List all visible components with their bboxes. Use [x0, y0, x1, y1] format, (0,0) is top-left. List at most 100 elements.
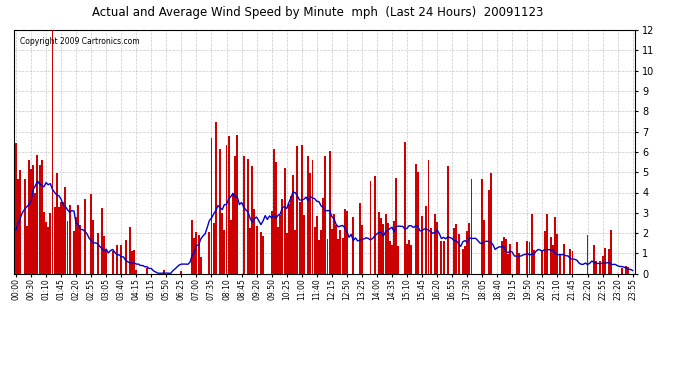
Bar: [277, 227, 279, 274]
Bar: [344, 209, 346, 274]
Bar: [34, 192, 37, 274]
Bar: [309, 172, 311, 274]
Bar: [234, 156, 236, 274]
Bar: [47, 227, 49, 274]
Bar: [426, 206, 427, 274]
Bar: [303, 215, 305, 274]
Bar: [200, 257, 201, 274]
Bar: [481, 180, 483, 274]
Bar: [56, 173, 58, 274]
Bar: [320, 230, 322, 274]
Bar: [226, 146, 228, 274]
Bar: [314, 227, 315, 274]
Bar: [232, 194, 234, 274]
Bar: [236, 135, 238, 274]
Bar: [404, 142, 406, 274]
Bar: [316, 216, 318, 274]
Bar: [328, 151, 331, 274]
Bar: [428, 160, 429, 274]
Bar: [230, 220, 232, 274]
Text: Copyright 2009 Cartronics.com: Copyright 2009 Cartronics.com: [20, 38, 139, 46]
Bar: [326, 239, 328, 274]
Bar: [515, 243, 518, 274]
Bar: [75, 217, 77, 274]
Bar: [469, 223, 471, 274]
Bar: [103, 236, 105, 274]
Bar: [415, 164, 417, 274]
Bar: [627, 267, 629, 274]
Bar: [374, 176, 376, 274]
Bar: [45, 222, 47, 274]
Bar: [58, 207, 60, 274]
Bar: [90, 194, 92, 274]
Bar: [307, 156, 309, 274]
Bar: [550, 237, 552, 274]
Bar: [79, 225, 81, 274]
Bar: [41, 160, 43, 274]
Bar: [563, 244, 565, 274]
Bar: [288, 204, 290, 274]
Bar: [73, 231, 75, 274]
Bar: [112, 251, 114, 274]
Bar: [447, 166, 448, 274]
Bar: [208, 232, 210, 274]
Bar: [335, 225, 337, 274]
Bar: [26, 226, 28, 274]
Bar: [249, 228, 251, 274]
Bar: [505, 239, 507, 274]
Bar: [542, 251, 543, 274]
Bar: [297, 146, 298, 274]
Bar: [83, 198, 86, 274]
Bar: [62, 202, 64, 274]
Bar: [23, 178, 26, 274]
Bar: [19, 170, 21, 274]
Bar: [191, 220, 193, 274]
Bar: [384, 214, 386, 274]
Bar: [531, 214, 533, 274]
Bar: [488, 190, 490, 274]
Bar: [37, 154, 39, 274]
Bar: [442, 241, 444, 274]
Bar: [106, 250, 107, 274]
Bar: [30, 169, 32, 274]
Bar: [533, 250, 535, 274]
Bar: [275, 162, 277, 274]
Bar: [101, 208, 103, 274]
Bar: [253, 209, 255, 274]
Bar: [224, 230, 226, 274]
Bar: [546, 214, 548, 274]
Bar: [43, 211, 45, 274]
Bar: [181, 271, 182, 274]
Bar: [569, 249, 571, 274]
Bar: [503, 237, 504, 274]
Bar: [464, 246, 466, 274]
Bar: [243, 156, 245, 274]
Bar: [97, 233, 99, 274]
Bar: [284, 168, 286, 274]
Bar: [571, 251, 573, 274]
Bar: [60, 202, 62, 274]
Bar: [386, 223, 388, 274]
Bar: [600, 261, 602, 274]
Bar: [436, 222, 438, 274]
Bar: [393, 220, 395, 274]
Bar: [311, 159, 313, 274]
Bar: [195, 232, 197, 274]
Bar: [346, 211, 348, 274]
Bar: [559, 254, 560, 274]
Bar: [544, 231, 546, 274]
Bar: [353, 216, 354, 274]
Bar: [221, 213, 223, 274]
Bar: [228, 136, 230, 274]
Bar: [129, 226, 131, 274]
Bar: [210, 138, 213, 274]
Bar: [322, 198, 324, 274]
Bar: [247, 159, 249, 274]
Bar: [54, 207, 56, 274]
Bar: [378, 211, 380, 274]
Bar: [164, 270, 165, 274]
Bar: [15, 143, 17, 274]
Bar: [430, 228, 432, 274]
Bar: [440, 241, 442, 274]
Bar: [608, 249, 610, 274]
